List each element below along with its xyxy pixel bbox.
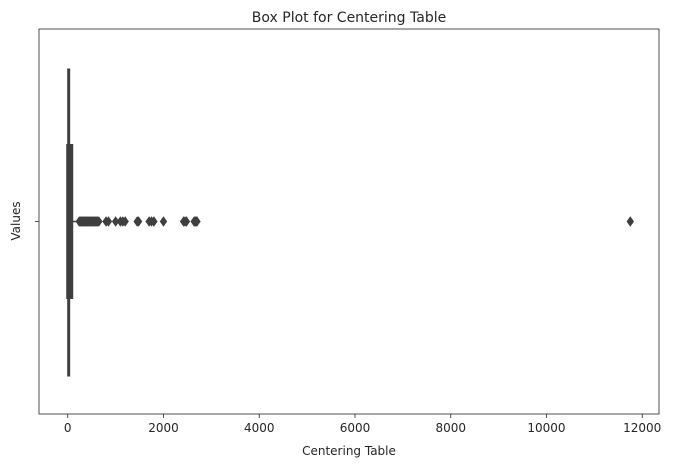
outlier-point	[104, 216, 113, 227]
x-tick-label: 8000	[435, 421, 466, 435]
outlier-point	[626, 216, 634, 227]
x-tick-label: 10000	[527, 421, 565, 435]
outlier-point	[193, 216, 201, 227]
box	[66, 144, 74, 299]
y-axis-label: Values	[9, 201, 23, 240]
x-tick-label: 4000	[244, 421, 275, 435]
x-tick-label: 0	[64, 421, 72, 435]
x-tick-label: 12000	[623, 421, 661, 435]
x-tick-label: 6000	[340, 421, 371, 435]
plot-area	[66, 68, 634, 377]
outlier-point	[159, 216, 168, 227]
outlier-point	[111, 216, 120, 227]
chart-title: Box Plot for Centering Table	[252, 10, 446, 26]
x-axis-label: Centering Table	[302, 444, 396, 458]
x-tick-label: 2000	[148, 421, 179, 435]
outlier-point	[182, 216, 191, 227]
plot-frame	[38, 28, 660, 415]
x-axis: 0 2000 4000 6000 8000 10000 12000	[64, 414, 661, 435]
outlier-point	[150, 216, 158, 227]
outlier-point	[121, 216, 129, 227]
outlier-point	[134, 216, 143, 227]
outlier-point	[95, 216, 103, 227]
